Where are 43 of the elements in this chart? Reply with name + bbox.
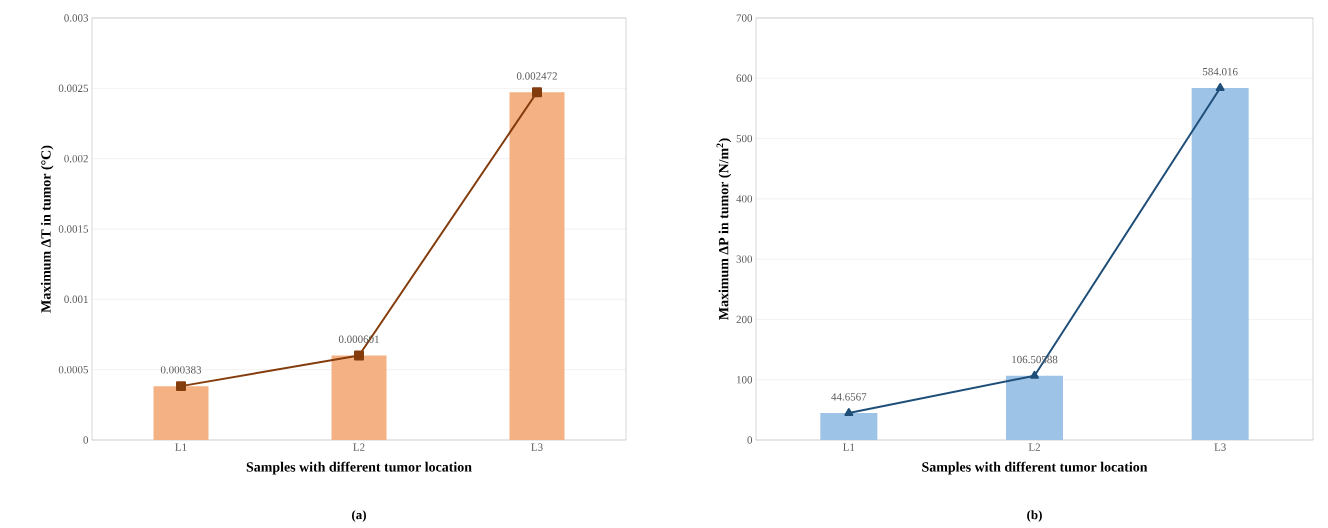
point — [532, 87, 542, 98]
point — [1215, 82, 1225, 91]
y-tick-label: 0 — [747, 436, 753, 444]
bar — [1006, 375, 1064, 440]
y-tick-label: 0.001 — [64, 295, 88, 304]
text: (a) — [352, 510, 366, 522]
x-tick-label: L1 — [843, 443, 855, 451]
bar — [509, 92, 565, 440]
data-label: 0.002472 — [516, 72, 557, 80]
y-tick-label: 200 — [736, 315, 753, 324]
y-tick-label: 700 — [736, 14, 753, 22]
x-tick-label: L3 — [531, 443, 543, 451]
text: (b) — [1027, 510, 1042, 522]
x-axis-title: Samples with different tumor location — [246, 461, 472, 475]
x-tick-label: L2 — [353, 443, 365, 451]
y-tick-label: 0.003 — [64, 14, 89, 22]
point — [1030, 370, 1039, 379]
y-tick-label: 0.0025 — [58, 84, 89, 93]
bar — [153, 386, 209, 440]
data-label: 0.000383 — [160, 366, 202, 374]
bar — [820, 413, 878, 440]
data-label: 584.016 — [1203, 67, 1238, 76]
data-label: 44.6567 — [831, 393, 867, 401]
y-tick-label: 100 — [737, 376, 753, 384]
y-tick-label: 0.002 — [64, 154, 88, 163]
y-tick-label: 500 — [736, 134, 753, 143]
x-tick-label: L3 — [1214, 443, 1226, 451]
x-axis-title: Samples with different tumor location — [922, 461, 1148, 475]
y-tick-label: 600 — [736, 74, 753, 82]
y-axis-title: Maximum ΔP in tumor (N/m$^{2}$) — [716, 138, 732, 320]
x-tick-label: L2 — [1028, 443, 1040, 451]
bar — [331, 355, 387, 440]
point — [354, 350, 364, 361]
y-tick-label: 0.0015 — [58, 225, 89, 233]
y-tick-label: 0.0005 — [58, 365, 89, 374]
y-axis-title: Maximum ΔT in tumor (°C) — [40, 145, 54, 313]
y-tick-label: 400 — [736, 195, 753, 203]
point — [176, 381, 186, 392]
x-tick-label: L1 — [175, 443, 187, 451]
point — [844, 408, 854, 417]
bar — [1191, 87, 1249, 440]
y-tick-label: 300 — [736, 255, 753, 263]
y-tick-label: 0 — [83, 436, 89, 444]
